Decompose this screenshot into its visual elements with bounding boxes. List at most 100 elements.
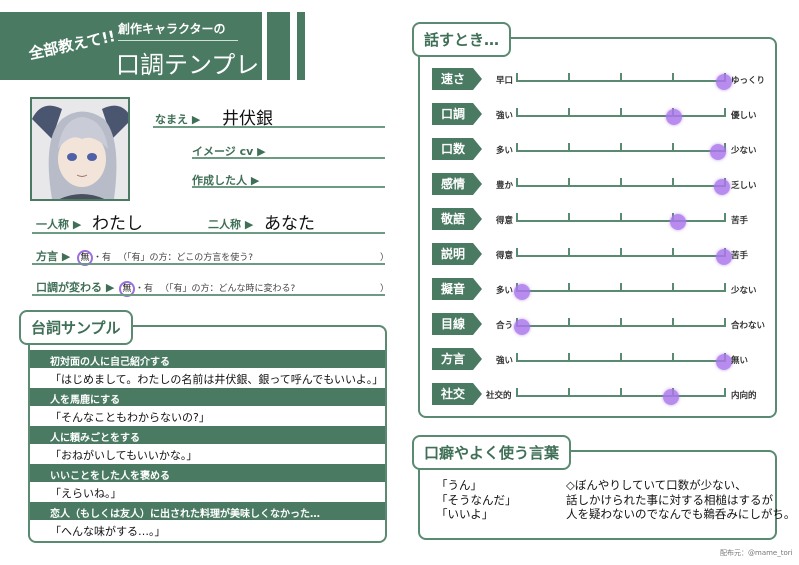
header-banner [0,12,262,80]
scale-tick [620,353,622,362]
scale-tick [724,108,726,117]
dialect-option[interactable]: 無・有 [77,245,111,266]
scale-left-label: 得意 [496,216,514,226]
scale-tick [516,388,518,397]
scale-track[interactable] [516,387,726,405]
note-line: ◇ぼんやりしていて口数が少ない、 [566,478,747,492]
scale-label: 感情 [432,173,482,195]
scale-left-label: 強い [496,111,514,121]
tone-change-label: 口調が変わる ▶ [36,281,115,294]
name-value[interactable]: 井伏銀 [222,109,273,129]
scale-tick [568,178,570,187]
scale-track[interactable] [516,142,726,160]
scale-right-label: ゆっくり [731,76,766,86]
scale-track[interactable] [516,177,730,195]
sample-situation: 恋人（もしくは友人）に出された料理が美味しくなかった… [30,502,385,520]
speaking-title: 話すとき… [412,22,512,57]
scale-marker[interactable] [709,144,726,160]
divider [192,157,385,159]
scale-right-label: 優しい [731,111,757,121]
tone-change-close: ） [380,284,390,294]
header-stripe [297,12,305,80]
scale-tick [672,178,674,187]
credit: 配布元：@mame_tori [720,549,793,557]
phrase-item: 「そうなんだ」 [436,492,517,507]
scale-track[interactable] [514,317,726,335]
scale-track[interactable] [516,247,732,265]
sample-situation: 人に頼みごとをする [30,426,385,444]
scale-tick [568,73,570,82]
scale-right-label: 乏しい [731,181,757,191]
scale-tick [568,388,570,397]
phrase-notes: ◇ぼんやりしていて口数が少ない、 話しかけられた事に対する相槌はするが 人を疑わ… [566,478,795,522]
dialect-note: （「有」の方：どこの方言を使う? [118,253,254,263]
scale-label: 口調 [432,103,482,125]
scale-right-label: 無い [731,356,749,366]
sample-situation: 人を馬鹿にする [30,388,385,406]
first-person-value[interactable]: わたし [92,214,143,234]
note-line: 人を疑わないのでなんでも鵜呑みにしがち。 [566,507,796,521]
scale-tick [672,73,674,82]
tone-change-yes[interactable]: ・有 [135,284,154,294]
scale-tick [724,318,726,327]
dialect-yes[interactable]: ・有 [93,253,112,263]
scale-left-label: 早口 [496,76,514,86]
samples-title: 台詞サンプル [19,310,133,345]
scale-tick [620,283,622,292]
scale-marker[interactable] [715,354,732,370]
scale-tick [516,73,518,82]
dialect-label: 方言 ▶ [36,250,71,263]
scale-tick [724,283,726,292]
tone-change-note: （「有」の方：どんな時に変わる? [160,284,296,294]
scale-tick [620,213,622,222]
dialect-none-selected[interactable]: 無 [77,250,93,266]
creator-label: 作成した人 ▶ [192,174,260,187]
note-line: 話しかけられた事に対する相槌はするが [566,492,773,507]
tone-change-option[interactable]: 無・有 [119,276,153,297]
sample-line: 「はじめまして。わたしの名前は井伏銀、銀って呼んでもいいよ。」 [50,373,384,386]
scale-tick [516,143,518,152]
scale-tick [620,143,622,152]
tone-change-none-selected[interactable]: 無 [119,281,135,297]
sample-line: 「そんなこともわからないの?」 [50,411,210,424]
scale-track[interactable] [516,212,726,230]
scale-tick [568,318,570,327]
scale-marker[interactable] [514,284,531,300]
scale-label: 擬音 [432,278,482,300]
header-subtitle: 創作キャラクターの [118,20,238,41]
scale-track[interactable] [516,107,726,125]
second-person-value[interactable]: あなた [264,214,315,234]
sample-line: 「おねがいしてもいいかな。」 [50,449,198,462]
scale-marker[interactable] [665,109,682,125]
sample-line: 「えらいね。」 [50,487,122,500]
scale-marker[interactable] [669,214,686,230]
scale-tick [516,108,518,117]
phrase-item: 「いいよ」 [436,507,494,521]
scale-tick [620,388,622,397]
scale-tick [620,318,622,327]
scale-marker[interactable] [713,179,730,195]
scale-tick [672,353,674,362]
scale-tick [620,108,622,117]
scale-label: 説明 [432,243,482,265]
scale-left-label: 多い [496,286,514,296]
scale-tick [620,178,622,187]
scale-marker[interactable] [715,74,732,90]
scale-track[interactable] [516,72,732,90]
scale-left-label: 社交的 [486,391,512,401]
scale-marker[interactable] [514,319,531,335]
scale-track[interactable] [516,352,732,370]
scale-marker[interactable] [663,389,680,405]
divider [32,263,385,265]
divider [192,186,385,188]
scale-tick [568,143,570,152]
scale-tick [724,388,726,397]
scale-track[interactable] [514,282,726,300]
page-title: 口調テンプレ [116,51,260,79]
scale-left-label: 強い [496,356,514,366]
divider [32,232,385,234]
scale-marker[interactable] [715,249,732,265]
scale-label: 口数 [432,138,482,160]
scale-right-label: 少ない [731,286,757,296]
dialect-close: ） [380,253,390,263]
